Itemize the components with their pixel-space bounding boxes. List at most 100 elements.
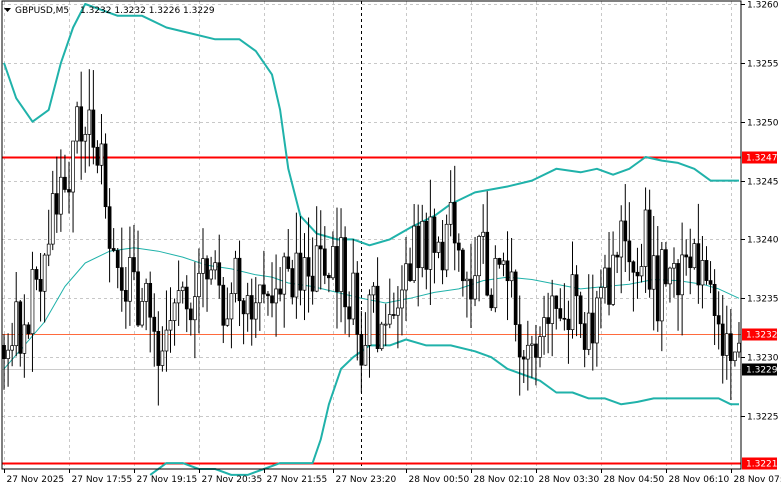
candle-body xyxy=(693,244,696,268)
candle-body xyxy=(490,295,493,308)
candle-body xyxy=(3,345,6,358)
candle-body xyxy=(287,257,290,269)
candle-body xyxy=(124,290,127,301)
candle-body xyxy=(510,272,513,281)
x-tick-label: 28 Nov 03:30 xyxy=(539,475,600,485)
candle-body xyxy=(522,357,525,359)
candle-body xyxy=(96,147,99,165)
x-tick-label: 28 Nov 06:10 xyxy=(669,475,730,485)
candle-body xyxy=(664,250,667,284)
candle-body xyxy=(547,318,550,324)
candle-body xyxy=(681,255,684,295)
candle-body xyxy=(453,202,456,243)
candle-body xyxy=(628,241,631,262)
candle-body xyxy=(551,296,554,324)
bollinger-lower-line xyxy=(150,340,739,475)
x-tick-label: 27 Nov 21:55 xyxy=(267,475,328,485)
candle-body xyxy=(502,261,505,265)
candle-body xyxy=(530,344,533,345)
candle-body xyxy=(445,224,448,270)
candle-body xyxy=(656,256,659,321)
candle-body xyxy=(705,260,708,280)
candle-body xyxy=(55,194,58,215)
candle-body xyxy=(35,269,38,279)
candle-body xyxy=(193,297,196,320)
candle-body xyxy=(539,337,542,358)
y-tick-label: 1.3230 xyxy=(747,354,779,364)
candle-body xyxy=(482,232,485,236)
plot-frame xyxy=(2,1,741,469)
candle-body xyxy=(575,275,578,296)
x-tick-label: 27 Nov 20:35 xyxy=(202,475,263,485)
candle-body xyxy=(165,330,168,351)
candle-body xyxy=(409,264,412,281)
y-tick-label: 1.3235 xyxy=(747,295,779,305)
x-tick-label: 28 Nov 02:10 xyxy=(474,475,535,485)
candle-body xyxy=(226,319,229,325)
candle-body xyxy=(72,141,75,192)
candle-body xyxy=(201,259,204,274)
candle-body xyxy=(31,269,34,333)
candle-body xyxy=(380,324,383,348)
candle-body xyxy=(534,344,537,357)
candle-body xyxy=(108,207,111,249)
candle-body xyxy=(311,276,314,291)
candle-body xyxy=(469,279,472,299)
candle-body xyxy=(449,202,452,224)
candle-body xyxy=(197,273,200,296)
candle-body xyxy=(587,313,590,349)
candle-body xyxy=(210,270,213,279)
y-tick-label: 1.3260 xyxy=(747,1,779,11)
candle-body xyxy=(364,345,367,365)
candle-body xyxy=(413,226,416,281)
candle-body xyxy=(396,308,399,315)
candle-body xyxy=(116,250,119,267)
candle-body xyxy=(206,259,209,279)
candle-body xyxy=(141,301,144,325)
candle-body xyxy=(307,258,310,277)
candle-body xyxy=(76,107,79,141)
candle-body xyxy=(88,110,91,134)
candle-body xyxy=(636,272,639,276)
candle-body xyxy=(335,246,338,291)
candle-body xyxy=(461,250,464,281)
price-levels xyxy=(2,158,741,464)
candle-body xyxy=(84,134,87,141)
candle-body xyxy=(234,258,237,293)
candle-body xyxy=(685,255,688,257)
candle-body xyxy=(599,287,602,297)
candle-body xyxy=(721,324,724,355)
x-tick-label: 27 Nov 2025 xyxy=(7,475,65,485)
candle-body xyxy=(161,351,164,366)
x-tick-label: 28 Nov 07:30 xyxy=(734,475,781,485)
candle-body xyxy=(299,253,302,290)
candle-body xyxy=(39,279,42,291)
candle-body xyxy=(177,291,180,303)
candle-body xyxy=(709,281,712,285)
candle-body xyxy=(348,307,351,319)
candle-body xyxy=(157,331,160,365)
candle-body xyxy=(295,253,298,297)
candle-body xyxy=(67,189,70,192)
candle-body xyxy=(543,318,546,337)
candle-body xyxy=(579,296,582,324)
candle-body xyxy=(112,248,115,250)
candle-body xyxy=(518,325,521,357)
candle-body xyxy=(506,261,509,281)
candle-body xyxy=(555,296,558,309)
candle-body xyxy=(624,221,627,241)
candle-body xyxy=(433,217,436,253)
candle-body xyxy=(571,275,574,330)
y-tick-label: 1.3250 xyxy=(747,119,779,129)
candle-body xyxy=(478,236,481,275)
candle-body xyxy=(425,221,428,269)
candle-body xyxy=(421,221,424,267)
candle-body xyxy=(632,262,635,272)
candle-body xyxy=(384,324,387,325)
candle-body xyxy=(733,352,736,361)
triangle-down-icon[interactable] xyxy=(4,8,11,12)
candles xyxy=(3,69,741,405)
candle-body xyxy=(181,287,184,291)
